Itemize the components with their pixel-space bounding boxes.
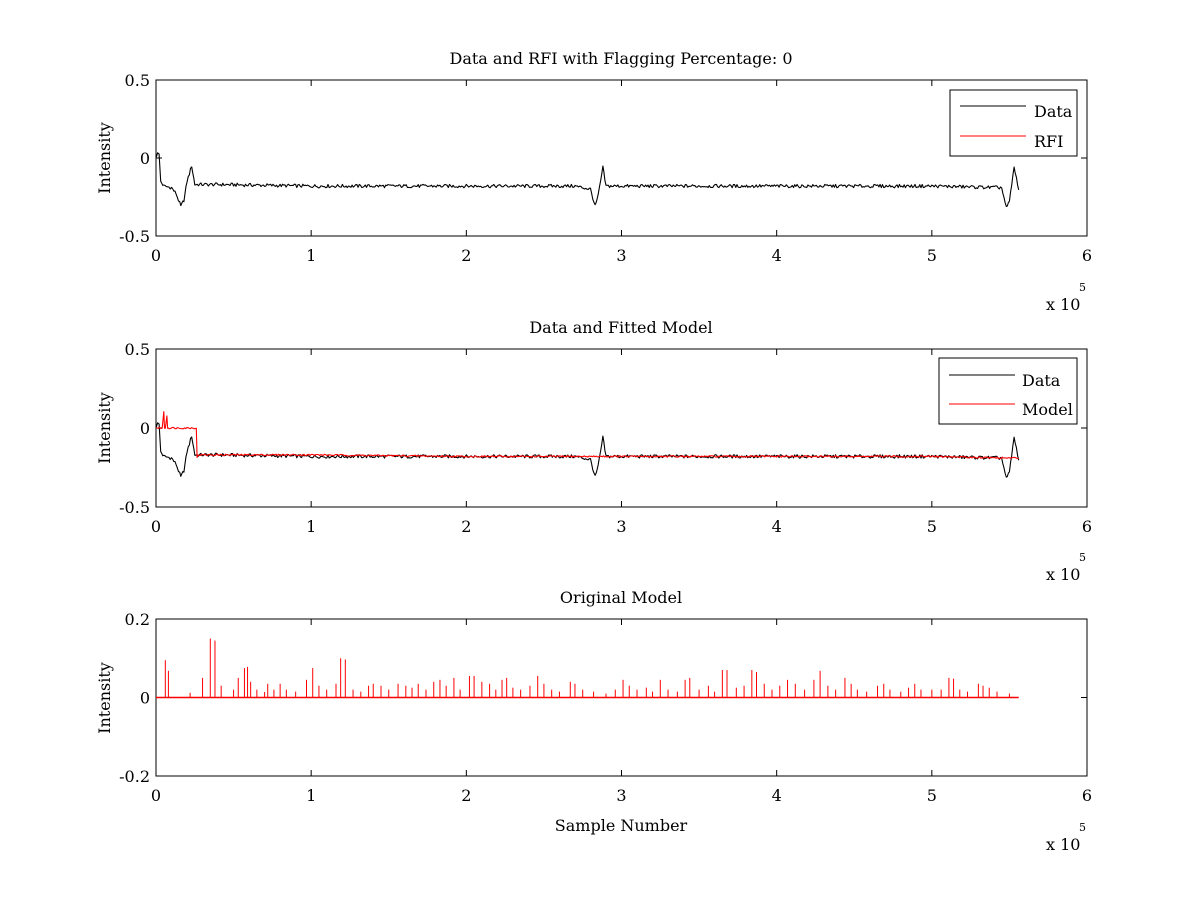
x-tick-label: 0 xyxy=(151,246,161,265)
y-tick-label: 0.5 xyxy=(125,340,150,359)
y-tick-label: -0.5 xyxy=(119,227,150,246)
y-tick-label: 0.5 xyxy=(125,71,150,90)
panel-original-model: Original Model Intensity 0 1 2 3 4 5 60.20-0.2… xyxy=(95,588,1092,854)
x-tick-label: 5 xyxy=(927,517,937,536)
x-tick-label: 1 xyxy=(306,786,316,805)
x-tick-label: 0 xyxy=(151,517,161,536)
series-line-model xyxy=(155,411,1019,460)
legend-label-data: Data xyxy=(1022,371,1061,390)
plot-area: 0 1 2 3 4 5 60.50-0.5 xyxy=(119,340,1092,536)
legend: Data RFI xyxy=(949,89,1078,157)
chart-title: Data and Fitted Model xyxy=(529,318,712,337)
y-axis-label: Intensity xyxy=(95,392,114,464)
y-tick-label: 0 xyxy=(140,149,150,168)
x-multiplier-base: x 10 xyxy=(1046,295,1080,314)
x-tick-label: 4 xyxy=(772,786,782,805)
chart-title: Original Model xyxy=(560,588,682,607)
x-multiplier-power: 5 xyxy=(1079,551,1086,564)
x-tick-label: 2 xyxy=(461,246,471,265)
x-tick-label: 1 xyxy=(306,246,316,265)
x-tick-label: 5 xyxy=(927,786,937,805)
legend: Data Model xyxy=(938,357,1078,425)
x-multiplier-power: 5 xyxy=(1079,281,1086,294)
x-tick-label: 2 xyxy=(461,786,471,805)
x-tick-label: 6 xyxy=(1082,786,1092,805)
x-multiplier-base: x 10 xyxy=(1046,565,1080,584)
plot-area: 0 1 2 3 4 5 60.20-0.2 xyxy=(119,610,1092,805)
y-tick-label: 0 xyxy=(140,689,150,708)
series-line-data xyxy=(155,152,1020,208)
x-axis-label: Sample Number xyxy=(555,816,688,835)
x-multiplier-power: 5 xyxy=(1079,821,1086,834)
y-axis-label: Intensity xyxy=(95,662,114,734)
x-tick-label: 3 xyxy=(616,246,626,265)
x-tick-label: 2 xyxy=(461,517,471,536)
y-tick-label: -0.2 xyxy=(119,767,150,786)
x-multiplier-base: x 10 xyxy=(1046,835,1080,854)
panel-rfi-flagging: Data and RFI with Flagging Percentage: 0… xyxy=(95,49,1092,314)
x-tick-label: 6 xyxy=(1082,517,1092,536)
legend-label-data: Data xyxy=(1034,102,1073,121)
x-tick-label: 4 xyxy=(772,517,782,536)
x-tick-label: 6 xyxy=(1082,246,1092,265)
plot-area: 0 1 2 3 4 5 60.50-0.5 xyxy=(119,71,1092,265)
legend-label-rfi: RFI xyxy=(1034,132,1063,151)
x-multiplier: x 10 5 xyxy=(1046,281,1086,314)
x-tick-label: 4 xyxy=(772,246,782,265)
x-tick-label: 3 xyxy=(616,786,626,805)
x-tick-label: 3 xyxy=(616,517,626,536)
x-tick-label: 0 xyxy=(151,786,161,805)
y-tick-label: 0 xyxy=(140,419,150,438)
x-multiplier: x 10 5 xyxy=(1046,551,1086,584)
x-tick-label: 5 xyxy=(927,246,937,265)
y-axis-label: Intensity xyxy=(95,122,114,194)
panel-fitted-model: Data and Fitted Model Intensity 0 1 2 3 4 5 6 0… xyxy=(95,318,1092,584)
legend-label-model: Model xyxy=(1022,400,1073,419)
x-tick-label: 1 xyxy=(306,517,316,536)
chart-title: Data and RFI with Flagging Percentage: 0 xyxy=(449,49,792,68)
x-multiplier: x 10 5 xyxy=(1046,821,1086,854)
y-tick-label: -0.5 xyxy=(119,498,150,517)
y-tick-label: 0.2 xyxy=(125,610,150,629)
